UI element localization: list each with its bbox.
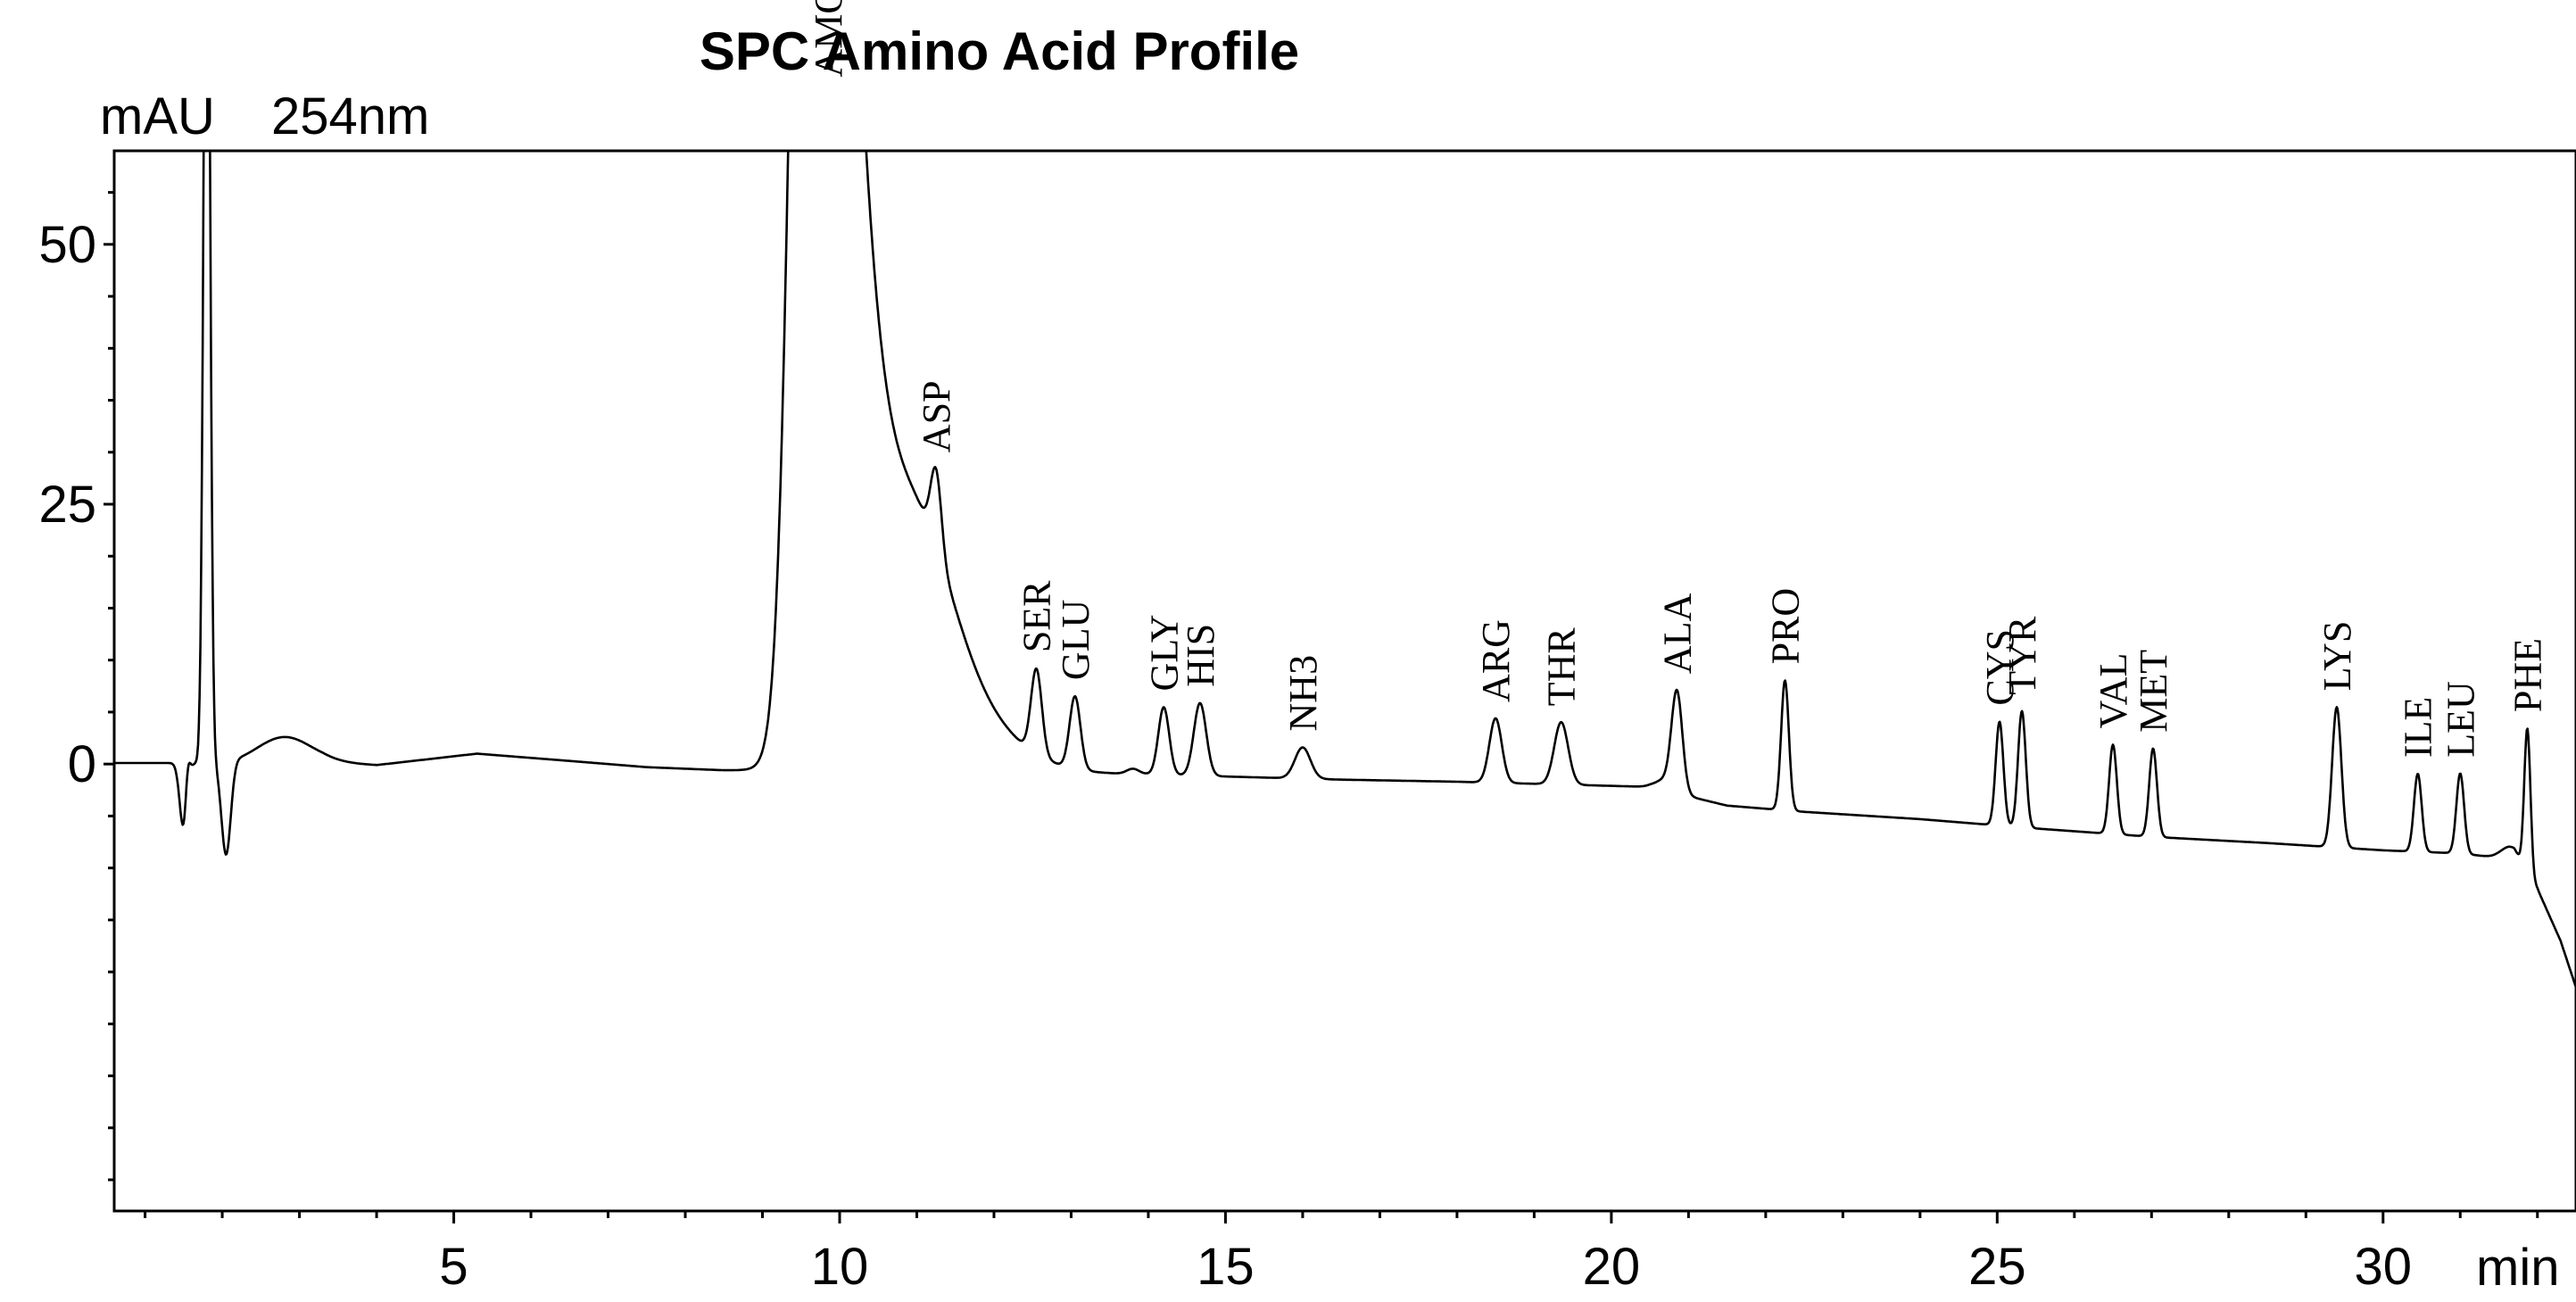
axis-ticks: 0 25 50 5 10 15 20 25 30 xyxy=(38,191,2539,1296)
x-tick-label: 30 xyxy=(2355,1238,2413,1296)
peak-label-phe: PHE xyxy=(2506,638,2550,712)
peak-label-val: VAL xyxy=(2091,653,2135,729)
peak-label-tyr: TYR xyxy=(2000,616,2044,695)
peak-label-ile: ILE xyxy=(2397,697,2440,758)
x-tick-label: 10 xyxy=(811,1238,869,1296)
plot-frame xyxy=(112,149,2576,1213)
x-tick-label: 5 xyxy=(439,1238,468,1296)
y-axis-unit: mAU xyxy=(100,87,215,145)
detector-wavelength: 254nm xyxy=(271,87,429,145)
peak-label-leu: LEU xyxy=(2439,681,2482,758)
peak-label-ala: ALA xyxy=(1655,593,1699,675)
chromatogram-trace xyxy=(114,151,2576,989)
peak-label-gly: GLY xyxy=(1142,615,1186,692)
y-tick-label: 0 xyxy=(68,735,96,793)
peak-label-met: MET xyxy=(2132,650,2175,733)
peak-label-pro: PRO xyxy=(1764,588,1808,665)
peak-label-his: HIS xyxy=(1179,624,1222,687)
x-tick-label: 20 xyxy=(1583,1238,1641,1296)
x-tick-label: 15 xyxy=(1197,1238,1255,1296)
peak-label-glu: GLU xyxy=(1054,600,1097,680)
plot-area xyxy=(112,149,2576,1213)
y-tick-label: 50 xyxy=(38,216,96,274)
peak-label-ser: SER xyxy=(1015,580,1058,652)
peak-label-arg: ARG xyxy=(1474,619,1518,702)
peak-label-nh3: NH3 xyxy=(1281,655,1325,732)
x-tick-label: 25 xyxy=(1968,1238,2026,1296)
y-tick-label: 25 xyxy=(38,476,96,534)
peak-label-thr: THR xyxy=(1540,627,1584,707)
chart-title: SPC Amino Acid Profile xyxy=(700,21,1299,81)
peak-label-cys: CYS xyxy=(1978,629,2022,706)
peak-label-lys: LYS xyxy=(2315,621,2359,692)
x-axis-unit: min xyxy=(2476,1239,2559,1297)
peak-label-asp: ASP xyxy=(915,380,958,452)
peak-label-amq: AMQ xyxy=(807,0,850,78)
